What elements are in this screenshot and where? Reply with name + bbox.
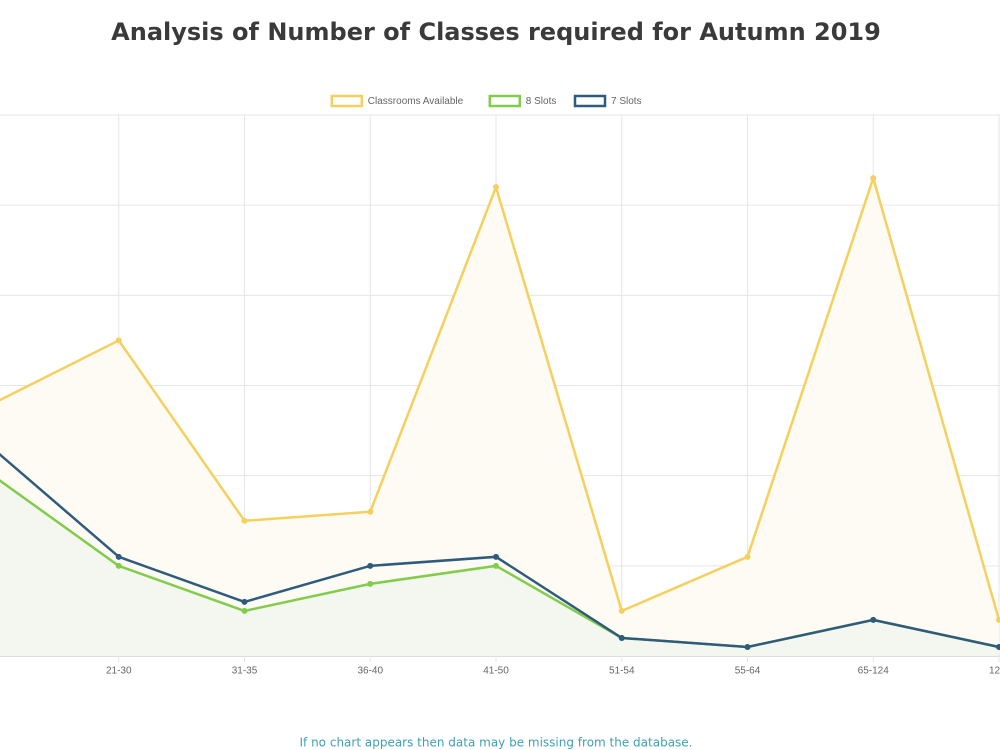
x-tick-label: 55-64 bbox=[735, 666, 761, 677]
data-point bbox=[241, 607, 248, 614]
data-point bbox=[367, 508, 374, 515]
data-point bbox=[367, 562, 374, 569]
data-point bbox=[870, 616, 877, 623]
x-tick-label: 21-30 bbox=[106, 666, 132, 677]
data-point bbox=[618, 607, 625, 614]
legend-swatch bbox=[488, 94, 522, 108]
series-area bbox=[0, 178, 999, 656]
footer-note: If no chart appears then data may be mis… bbox=[300, 736, 693, 750]
data-point bbox=[870, 175, 877, 182]
x-tick-label: 36-40 bbox=[357, 666, 383, 677]
legend-label: Classrooms Available bbox=[368, 96, 464, 107]
x-tick-label: 65-124 bbox=[858, 666, 890, 677]
legend-label: 8 Slots bbox=[526, 96, 557, 107]
data-point bbox=[618, 634, 625, 641]
data-point bbox=[241, 598, 248, 605]
data-point bbox=[996, 616, 1000, 623]
data-point bbox=[493, 562, 499, 569]
x-tick-label: 125- bbox=[989, 666, 1000, 677]
x-tick-label: 31-35 bbox=[232, 666, 258, 677]
data-point bbox=[493, 184, 499, 191]
x-tick-label: 51-54 bbox=[609, 666, 635, 677]
data-point bbox=[493, 553, 499, 560]
data-point bbox=[241, 517, 248, 524]
data-point bbox=[115, 337, 122, 344]
data-point bbox=[367, 580, 374, 587]
x-tick-label: 41-50 bbox=[483, 666, 509, 677]
data-point bbox=[115, 553, 122, 560]
data-point bbox=[996, 643, 1000, 650]
data-point bbox=[744, 643, 751, 650]
data-point bbox=[744, 553, 751, 560]
data-point bbox=[115, 562, 122, 569]
legend-swatch bbox=[330, 94, 364, 108]
legend-swatch bbox=[573, 94, 607, 108]
legend-label: 7 Slots bbox=[611, 96, 642, 107]
chart-title: Analysis of Number of Classes required f… bbox=[111, 18, 881, 46]
